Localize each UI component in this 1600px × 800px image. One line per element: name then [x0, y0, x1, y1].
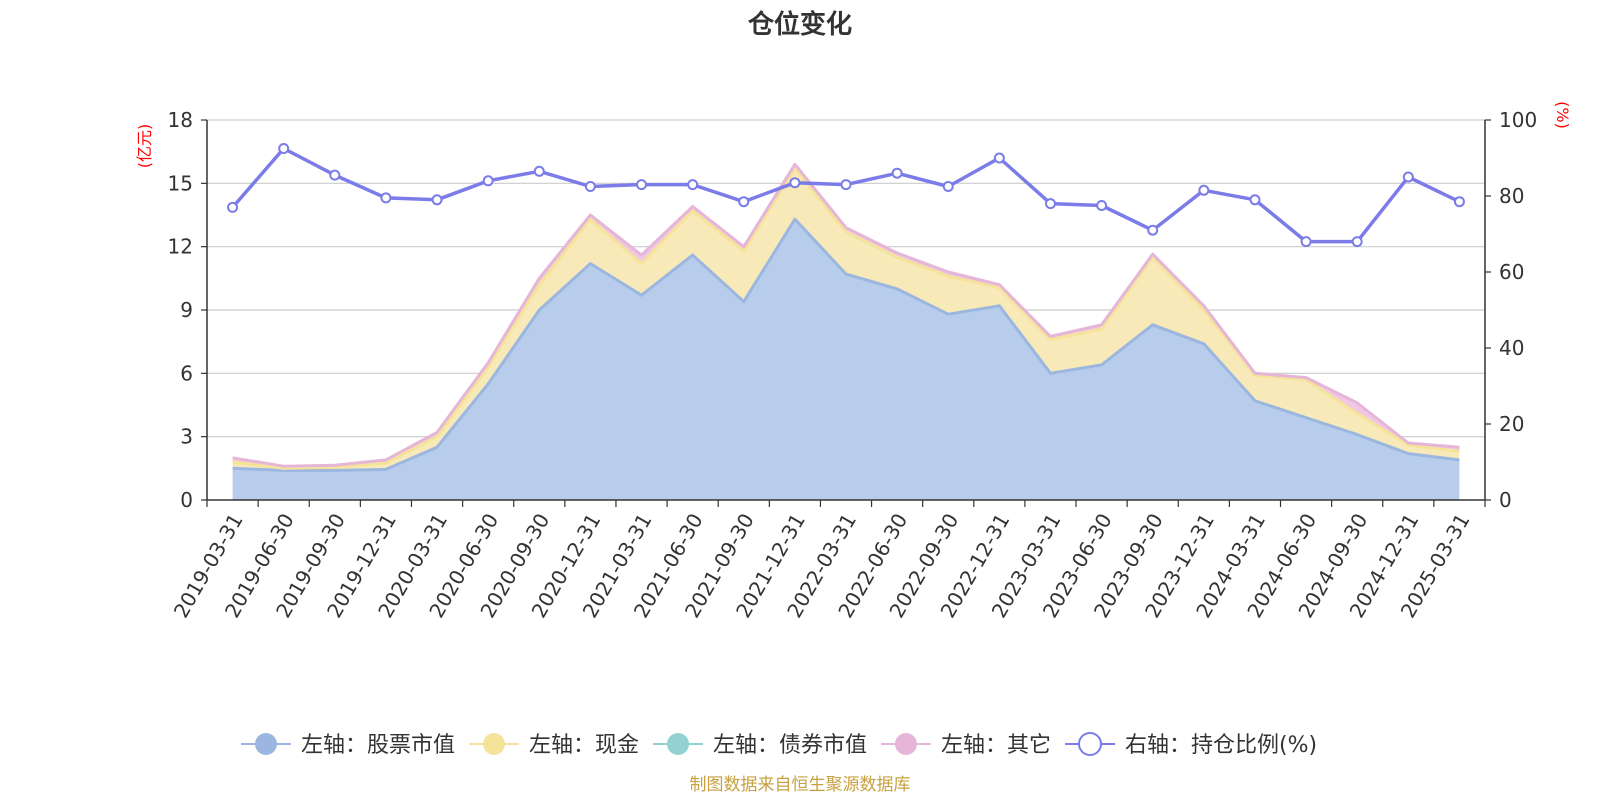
legend-marker	[667, 733, 689, 755]
y-right-tick-label: 80	[1499, 184, 1524, 208]
ratio-point	[329, 169, 341, 181]
legend-label: 左轴：股票市值	[301, 733, 455, 758]
y-left-tick-label: 3	[180, 425, 193, 449]
ratio-point	[1044, 198, 1056, 210]
ratio-point	[278, 143, 290, 154]
ratio-point	[840, 179, 852, 191]
ratio-point	[993, 152, 1005, 164]
ratio-point	[738, 196, 750, 208]
ratio-line-layer	[227, 143, 1465, 248]
data-source-note: 制图数据来自恒生聚源数据库	[690, 775, 911, 795]
y-left-unit-label: (亿元)	[135, 124, 154, 169]
ratio-point	[584, 181, 596, 192]
y-left-tick-label: 15	[168, 171, 193, 195]
ratio-point	[1147, 224, 1159, 236]
y-left-tick-label: 18	[168, 108, 193, 132]
y-left-tick-label: 9	[180, 298, 193, 322]
ratio-point	[380, 192, 392, 204]
legend-marker	[255, 733, 277, 755]
ratio-point	[636, 179, 648, 191]
area-edge-line	[232, 162, 1460, 468]
ratio-point	[1198, 184, 1210, 196]
ratio-point	[687, 179, 699, 191]
legend-item[interactable]: 右轴：持仓比例(%)	[1065, 732, 1317, 758]
ratio-point	[1351, 236, 1363, 248]
legend-item[interactable]: 左轴：股票市值	[241, 733, 455, 758]
ratio-point	[482, 175, 494, 187]
legend-marker	[1078, 732, 1102, 756]
y-left-tick-label: 6	[180, 361, 193, 385]
legend-label: 左轴：债券市值	[713, 733, 867, 758]
chart-title: 仓位变化	[747, 9, 852, 40]
ratio-point	[1096, 200, 1108, 211]
y-right-tick-label: 40	[1499, 336, 1524, 360]
legend-marker	[895, 733, 917, 755]
ratio-point	[891, 167, 903, 179]
legend-item[interactable]: 左轴：债券市值	[653, 733, 867, 758]
ratio-point	[1453, 196, 1465, 208]
y-right-tick-label: 20	[1499, 412, 1524, 436]
y-right-unit-label: (%)	[1553, 101, 1572, 129]
ratio-point	[942, 181, 954, 192]
legend: 左轴：股票市值 左轴：现金 左轴：债券市值 左轴：其它 右轴：持仓比例(%)	[241, 732, 1317, 758]
ratio-point	[1402, 171, 1414, 183]
area-edge-line	[232, 167, 1460, 470]
legend-item[interactable]: 左轴：其它	[881, 733, 1051, 758]
ratio-point	[227, 201, 239, 213]
ratio-point	[533, 165, 545, 177]
y-right-tick-label: 100	[1499, 108, 1537, 132]
legend-marker	[483, 733, 505, 755]
y-right-tick-label: 60	[1499, 260, 1524, 284]
area-fill	[232, 219, 1460, 500]
y-right-tick-label: 0	[1499, 488, 1512, 512]
y-left-tick-label: 12	[168, 235, 193, 259]
area-edge-line	[232, 217, 1460, 472]
ratio-point	[1249, 194, 1261, 206]
ratio-point	[789, 177, 801, 189]
legend-label: 左轴：现金	[529, 733, 639, 758]
legend-label: 右轴：持仓比例(%)	[1125, 733, 1317, 758]
stacked-areas	[232, 162, 1460, 500]
ratio-point	[431, 194, 443, 206]
legend-label: 左轴：其它	[941, 733, 1051, 758]
legend-item[interactable]: 左轴：现金	[469, 733, 639, 758]
y-left-tick-label: 0	[180, 488, 193, 512]
ratio-point	[1300, 236, 1312, 248]
